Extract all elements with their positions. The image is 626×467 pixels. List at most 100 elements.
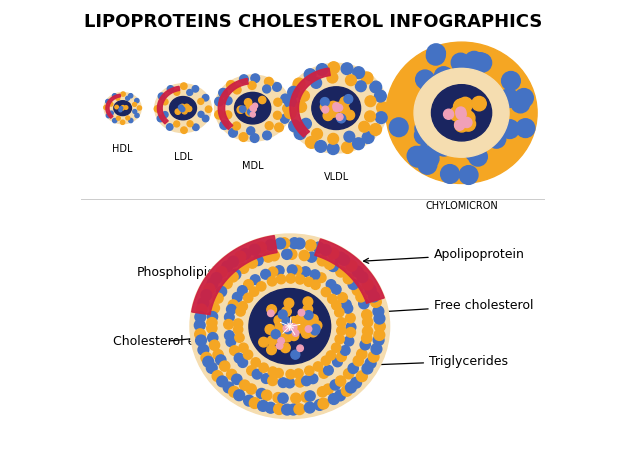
Circle shape [154,106,161,112]
Circle shape [207,278,218,289]
Circle shape [327,294,337,304]
Circle shape [352,138,364,149]
Circle shape [464,51,483,70]
Circle shape [511,94,530,113]
Circle shape [180,107,185,112]
Circle shape [121,92,125,96]
Circle shape [294,128,306,140]
Circle shape [332,301,341,310]
Circle shape [283,325,290,332]
Circle shape [247,258,257,268]
Circle shape [274,316,284,325]
Circle shape [133,110,136,113]
Circle shape [321,245,331,255]
Circle shape [340,105,349,115]
Circle shape [233,86,241,94]
Circle shape [244,395,254,406]
Circle shape [344,368,354,379]
Circle shape [184,104,190,110]
Circle shape [233,390,245,401]
Circle shape [278,393,288,403]
Circle shape [282,318,291,326]
Circle shape [515,89,533,107]
Circle shape [408,149,427,167]
Circle shape [292,265,302,275]
Circle shape [301,392,311,402]
Circle shape [357,272,368,283]
Circle shape [274,266,284,276]
Circle shape [315,141,327,152]
Circle shape [281,94,290,103]
Circle shape [471,53,490,71]
Circle shape [352,285,362,296]
Circle shape [302,328,311,338]
Circle shape [274,368,284,378]
Circle shape [137,106,141,110]
Circle shape [233,325,243,334]
Circle shape [158,93,165,99]
Circle shape [253,255,263,266]
Circle shape [362,310,372,320]
Circle shape [267,277,277,286]
Circle shape [167,85,174,92]
Circle shape [329,394,339,404]
Circle shape [328,107,338,117]
Circle shape [267,336,277,346]
Circle shape [261,374,271,383]
Circle shape [327,143,339,155]
Circle shape [516,119,535,137]
Circle shape [252,103,258,108]
Circle shape [265,325,275,334]
Circle shape [366,358,376,368]
Circle shape [335,102,345,112]
Circle shape [500,89,518,107]
Circle shape [173,121,180,127]
Circle shape [245,99,252,106]
Circle shape [282,249,292,259]
Circle shape [449,106,464,121]
Text: Triglycerides: Triglycerides [352,354,508,368]
Circle shape [272,332,282,342]
Circle shape [275,238,285,249]
Circle shape [287,265,297,275]
Circle shape [225,312,234,322]
Circle shape [187,106,192,112]
Circle shape [193,124,199,130]
Circle shape [204,283,215,294]
Circle shape [198,297,208,308]
Circle shape [415,119,434,138]
Text: Apolipoprotein: Apolipoprotein [364,248,525,263]
Circle shape [230,346,239,355]
Circle shape [346,261,357,271]
Circle shape [305,391,315,401]
Circle shape [222,261,233,272]
Circle shape [258,401,269,411]
Circle shape [261,269,270,279]
Circle shape [335,252,346,263]
Circle shape [418,156,437,174]
Circle shape [352,266,363,277]
Circle shape [267,345,276,354]
Circle shape [277,275,285,284]
Circle shape [353,356,364,366]
Circle shape [285,96,296,108]
Circle shape [368,351,379,362]
Circle shape [456,109,466,120]
Circle shape [210,340,220,350]
Circle shape [319,368,329,378]
Circle shape [245,106,252,113]
Circle shape [278,338,284,344]
Circle shape [259,363,269,372]
Circle shape [336,267,346,277]
Circle shape [133,103,136,106]
Circle shape [280,343,290,353]
Circle shape [312,321,322,330]
Circle shape [174,89,180,95]
Circle shape [246,384,256,394]
Circle shape [316,64,328,75]
Circle shape [106,113,111,118]
Circle shape [370,81,382,93]
Circle shape [427,44,446,63]
Circle shape [113,119,117,123]
Circle shape [291,393,301,403]
